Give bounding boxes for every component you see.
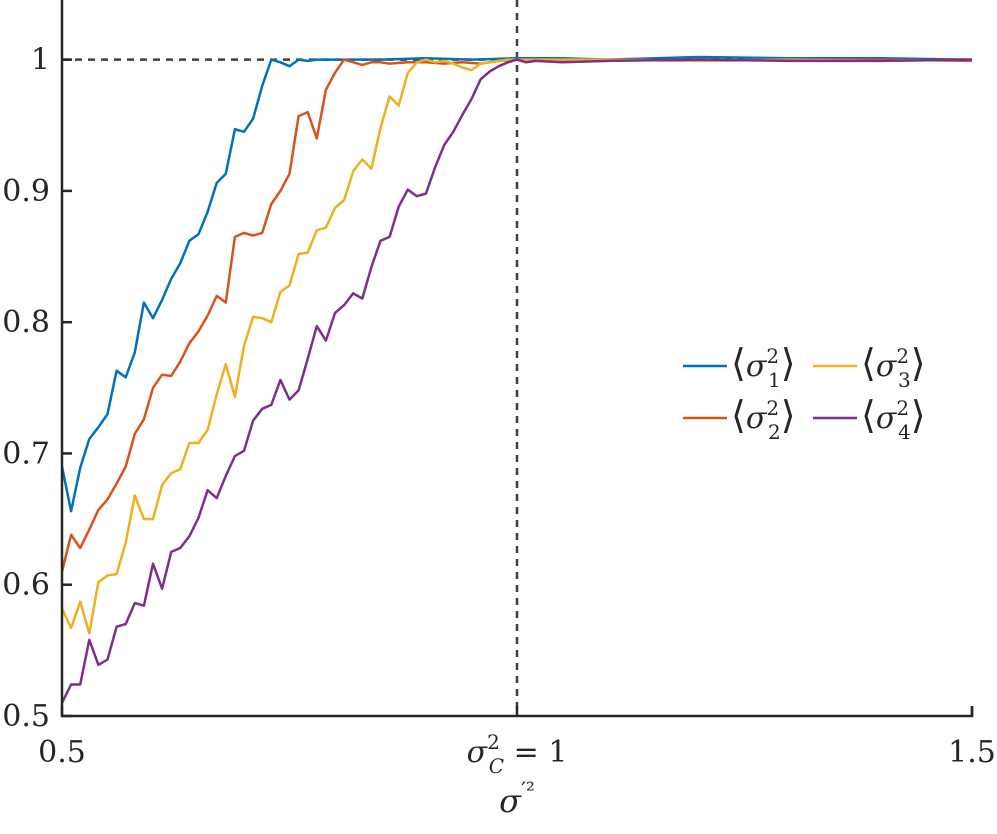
reference-lines [62,0,972,716]
y-tick-label: 0.9 [2,174,50,209]
x-tick-label: 0.5 [38,735,86,770]
y-tick-label: 0.6 [2,568,50,603]
legend: ⟨σ2 1⟩⟨σ2 2⟩ ⟨σ2 3⟩⟨σ2 4⟩ [683,341,926,444]
series-group [62,55,972,704]
series-line-4 [62,58,972,704]
series-line-2 [62,58,972,572]
y-tick-label: 1 [31,43,50,78]
x-axis-label: σ′² [499,779,535,820]
series-line-1 [62,55,972,513]
y-tick-label: 0.5 [2,699,50,734]
x-tick-label: 1.5 [948,735,996,770]
y-axis-ticks: 0.5 0.6 0.7 0.8 0.9 1 [2,43,72,734]
series-line-3 [62,58,972,635]
y-tick-label: 0.8 [2,305,50,340]
x-axis-ticks: 0.5 σ2 C = 1 1.5 [38,706,996,778]
y-tick-label: 0.7 [2,436,50,471]
x-tick-label: σ2 C = 1 [467,730,568,778]
legend-entry-1: ⟨σ2 1⟩ [731,341,796,392]
legend-entry-3: ⟨σ2 3⟩ [861,341,926,392]
legend-entry-2: ⟨σ2 2⟩ [731,393,796,444]
plot-area [62,0,972,716]
legend-entry-4: ⟨σ2 4⟩ [861,393,926,444]
